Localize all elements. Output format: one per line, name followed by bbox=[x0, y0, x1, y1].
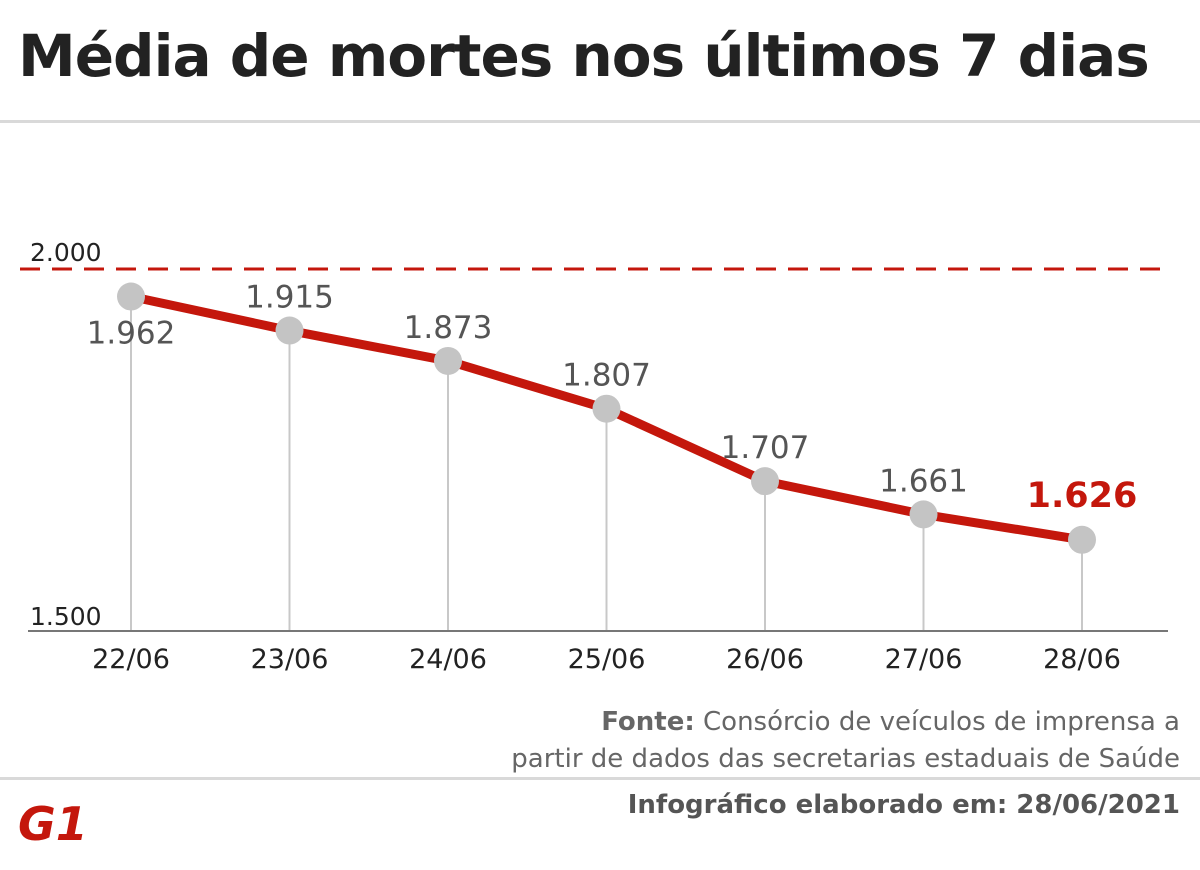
bottom-divider bbox=[0, 777, 1200, 780]
chart-title: Média de mortes nos últimos 7 dias bbox=[18, 22, 1150, 90]
y-tick-label-1500: 1.500 bbox=[30, 602, 102, 631]
data-point-marker bbox=[434, 346, 462, 375]
source-text-line2: partir de dados das secretarias estaduai… bbox=[511, 744, 1180, 774]
value-label: 1.661 bbox=[879, 463, 968, 499]
x-tick-label: 26/06 bbox=[726, 644, 804, 675]
x-tick-labels: 22/06 23/06 24/06 25/06 26/06 27/06 28/06 bbox=[92, 644, 1121, 675]
x-tick-label: 28/06 bbox=[1043, 644, 1121, 675]
g1-logo-text: G1 bbox=[18, 798, 88, 846]
value-label: 1.707 bbox=[721, 430, 810, 466]
data-point-marker bbox=[1068, 525, 1096, 554]
value-label: 1.626 bbox=[1027, 476, 1138, 516]
source-note: Fonte: Consórcio de veículos de imprensa… bbox=[511, 704, 1180, 778]
value-label: 1.807 bbox=[562, 358, 651, 394]
value-labels: 1.962 1.915 1.873 1.807 1.707 1.661 1.626 bbox=[87, 280, 1138, 516]
g1-logo: G1 bbox=[18, 798, 88, 846]
x-tick-label: 25/06 bbox=[568, 644, 646, 675]
value-label: 1.873 bbox=[404, 310, 493, 346]
x-tick-label: 24/06 bbox=[409, 644, 487, 675]
series-markers bbox=[117, 282, 1096, 554]
x-tick-label: 22/06 bbox=[92, 644, 170, 675]
data-point-marker bbox=[909, 500, 938, 529]
source-label: Fonte: bbox=[601, 707, 695, 737]
credit-note: Infográfico elaborado em: 28/06/2021 bbox=[627, 790, 1180, 820]
data-point-marker bbox=[275, 316, 304, 345]
source-text-line1: Consórcio de veículos de imprensa a bbox=[703, 707, 1180, 737]
x-tick-label: 23/06 bbox=[251, 644, 329, 675]
value-label: 1.915 bbox=[245, 280, 334, 316]
top-divider bbox=[0, 120, 1200, 123]
data-point-marker bbox=[592, 394, 621, 423]
data-point-marker bbox=[751, 467, 779, 496]
x-tick-label: 27/06 bbox=[885, 644, 963, 675]
vertical-guides bbox=[130, 296, 1083, 631]
value-label: 1.962 bbox=[87, 316, 176, 352]
line-chart: 2.000 1.500 22/06 23/06 24/06 25/06 26/06 27/… bbox=[20, 238, 1170, 675]
y-tick-label-2000: 2.000 bbox=[30, 238, 102, 267]
data-point-marker bbox=[117, 282, 145, 311]
